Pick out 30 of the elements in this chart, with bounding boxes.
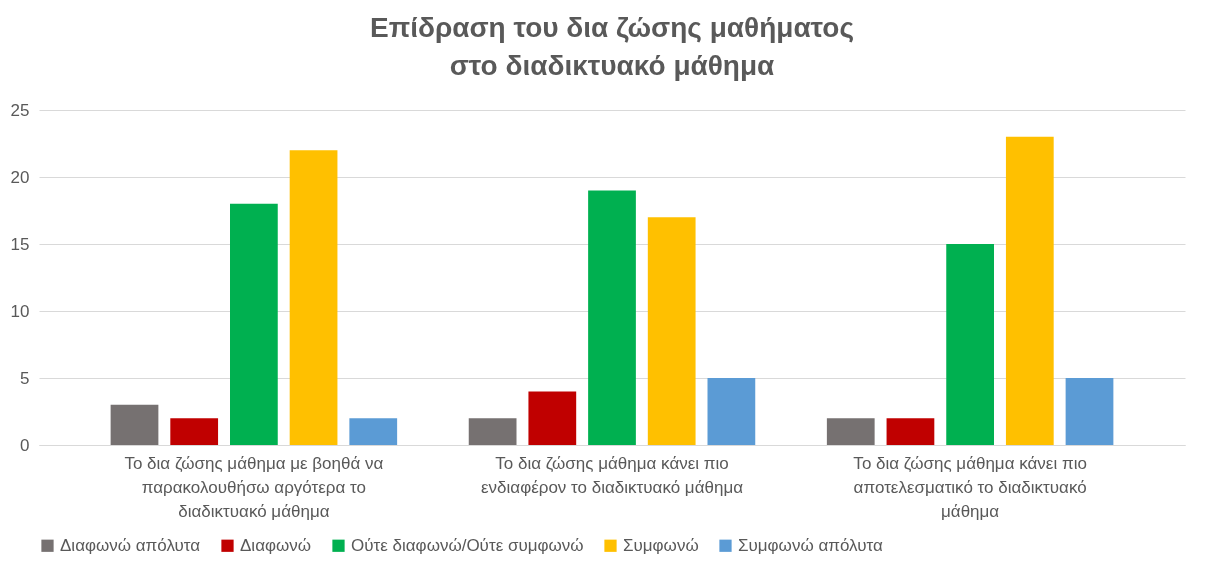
bar — [110, 404, 159, 445]
legend-label: Ούτε διαφωνώ/Ούτε συμφωνώ — [351, 535, 584, 555]
bar — [170, 418, 219, 445]
x-tick-label: Το δια ζώσης μάθημα με βοηθά να παρακολουθήσω αργότερα το διαδικτυακό μάθημα — [124, 453, 384, 521]
bar — [886, 418, 935, 445]
y-tick-label: 25 — [10, 100, 30, 120]
bar — [1005, 136, 1054, 445]
bar — [707, 378, 756, 445]
y-tick-label: 5 — [20, 368, 30, 388]
bar — [826, 418, 875, 445]
chart-title: Επίδραση του δια ζώσης μαθήματος στο διαδικτυακό μάθημα — [370, 12, 854, 81]
bar — [647, 217, 696, 445]
legend-label: Διαφωνώ — [240, 535, 312, 555]
x-tick-label: Το δια ζώσης μάθημα κάνει πιο ενδιαφέρον το διαδικτυακό μάθημα — [480, 453, 744, 497]
bar — [230, 203, 278, 445]
legend-label: Συμφωνώ — [623, 535, 699, 555]
bar — [528, 391, 577, 445]
x-tick-label: Το δια ζώσης μάθημα κάνει πιο αποτελεσματικό το διαδικτυακό μάθημα — [853, 453, 1087, 521]
legend-label: Συμφωνώ απόλυτα — [738, 535, 883, 555]
y-tick-label: 0 — [20, 435, 30, 455]
bar — [1065, 378, 1114, 445]
bar — [349, 418, 398, 445]
bar — [289, 150, 338, 445]
bar — [946, 244, 994, 445]
bar — [468, 418, 517, 445]
y-tick-label: 10 — [10, 301, 30, 321]
bar — [588, 190, 636, 445]
y-tick-label: 20 — [10, 167, 30, 187]
y-tick-label: 15 — [10, 234, 30, 254]
legend-label: Διαφωνώ απόλυτα — [60, 535, 201, 555]
